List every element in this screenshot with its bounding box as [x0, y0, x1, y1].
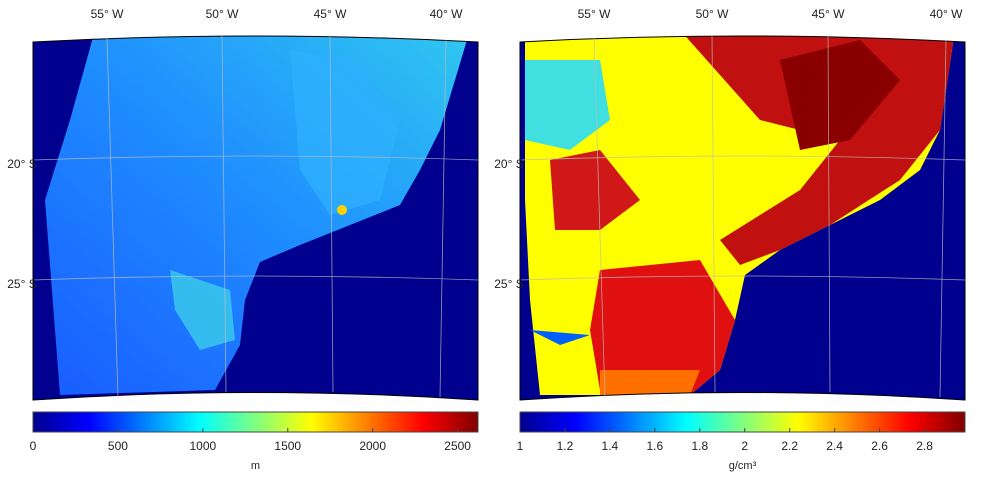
latitude-label: 20° S	[7, 157, 36, 171]
longitude-label: 50° W	[206, 7, 239, 21]
colorbar-tick-label: 0	[30, 439, 37, 453]
colorbar-tick-label: 1000	[189, 439, 216, 453]
colorbar-tick-label: 2000	[359, 439, 386, 453]
colorbar-label: m	[251, 460, 260, 472]
colorbar-tick-label: 2	[741, 439, 748, 453]
longitude-label: 50° W	[696, 7, 729, 21]
latitude-label: 25° S	[494, 277, 523, 291]
colorbar-tick-label: 1500	[274, 439, 301, 453]
colorbar-tick-label: 500	[108, 439, 128, 453]
elevation-map	[33, 36, 478, 400]
colorbar-tick-label: 2.2	[781, 439, 798, 453]
longitude-label: 55° W	[91, 7, 124, 21]
longitude-label: 45° W	[314, 7, 347, 21]
colorbar-tick-label: 2500	[444, 439, 471, 453]
longitude-label: 40° W	[430, 7, 463, 21]
density-map	[520, 36, 965, 400]
longitude-label: 40° W	[930, 7, 963, 21]
colorbar-label: g/cm³	[729, 460, 757, 472]
latitude-label: 20° S	[494, 157, 523, 171]
colorbar-tick-label: 1.2	[557, 439, 574, 453]
latitude-label: 25° S	[7, 277, 36, 291]
colorbar-tick-label: 2.8	[916, 439, 933, 453]
longitude-label: 45° W	[812, 7, 845, 21]
longitude-label: 55° W	[578, 7, 611, 21]
colorbar	[32, 411, 479, 433]
colorbar-tick-label: 1	[517, 439, 524, 453]
colorbar	[519, 411, 966, 433]
colorbar-tick-label: 1.6	[647, 439, 664, 453]
graticule	[32, 34, 966, 399]
colorbar-tick-label: 1.8	[691, 439, 708, 453]
colorbar-tick-label: 1.4	[602, 439, 619, 453]
colorbar-tick-label: 2.4	[826, 439, 843, 453]
colorbar-tick-label: 2.6	[871, 439, 888, 453]
